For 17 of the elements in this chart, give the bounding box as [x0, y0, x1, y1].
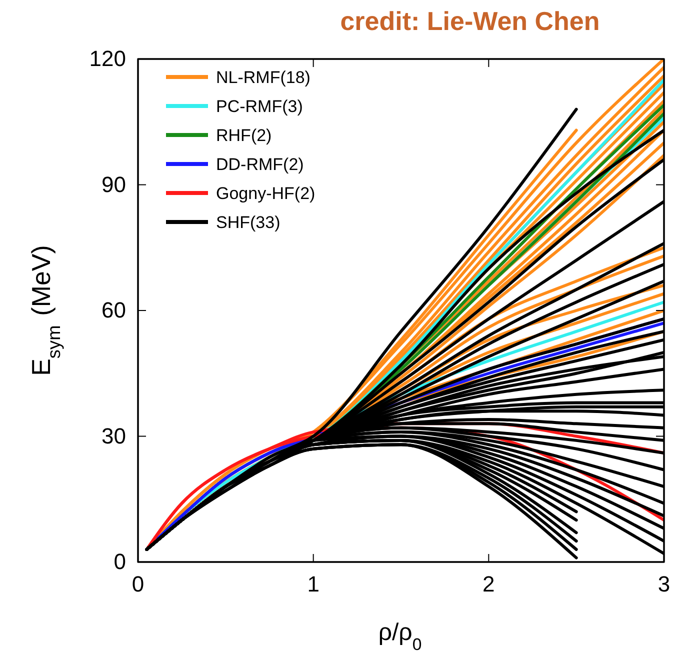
chart-title: credit: Lie-Wen Chen — [340, 6, 600, 36]
legend-label: SHF(33) — [216, 213, 280, 232]
legend-label: NL-RMF(18) — [216, 68, 310, 87]
y-tick-label: 30 — [102, 423, 126, 448]
y-tick-label: 60 — [102, 298, 126, 323]
x-tick-label: 3 — [658, 572, 670, 597]
x-tick-label: 1 — [307, 572, 320, 597]
x-tick-label: 2 — [482, 572, 495, 597]
y-tick-label: 120 — [89, 46, 126, 72]
legend-label: PC-RMF(3) — [216, 97, 303, 116]
x-tick-label: 0 — [132, 572, 144, 597]
legend-label: DD-RMF(2) — [216, 155, 304, 174]
legend-label: Gogny-HF(2) — [216, 184, 316, 203]
y-tick-label: 0 — [114, 549, 126, 574]
legend-label: RHF(2) — [216, 126, 272, 145]
x-axis-title: ρ/ρ$_{0}$ — [378, 619, 422, 654]
y-tick-label: 90 — [102, 172, 126, 197]
